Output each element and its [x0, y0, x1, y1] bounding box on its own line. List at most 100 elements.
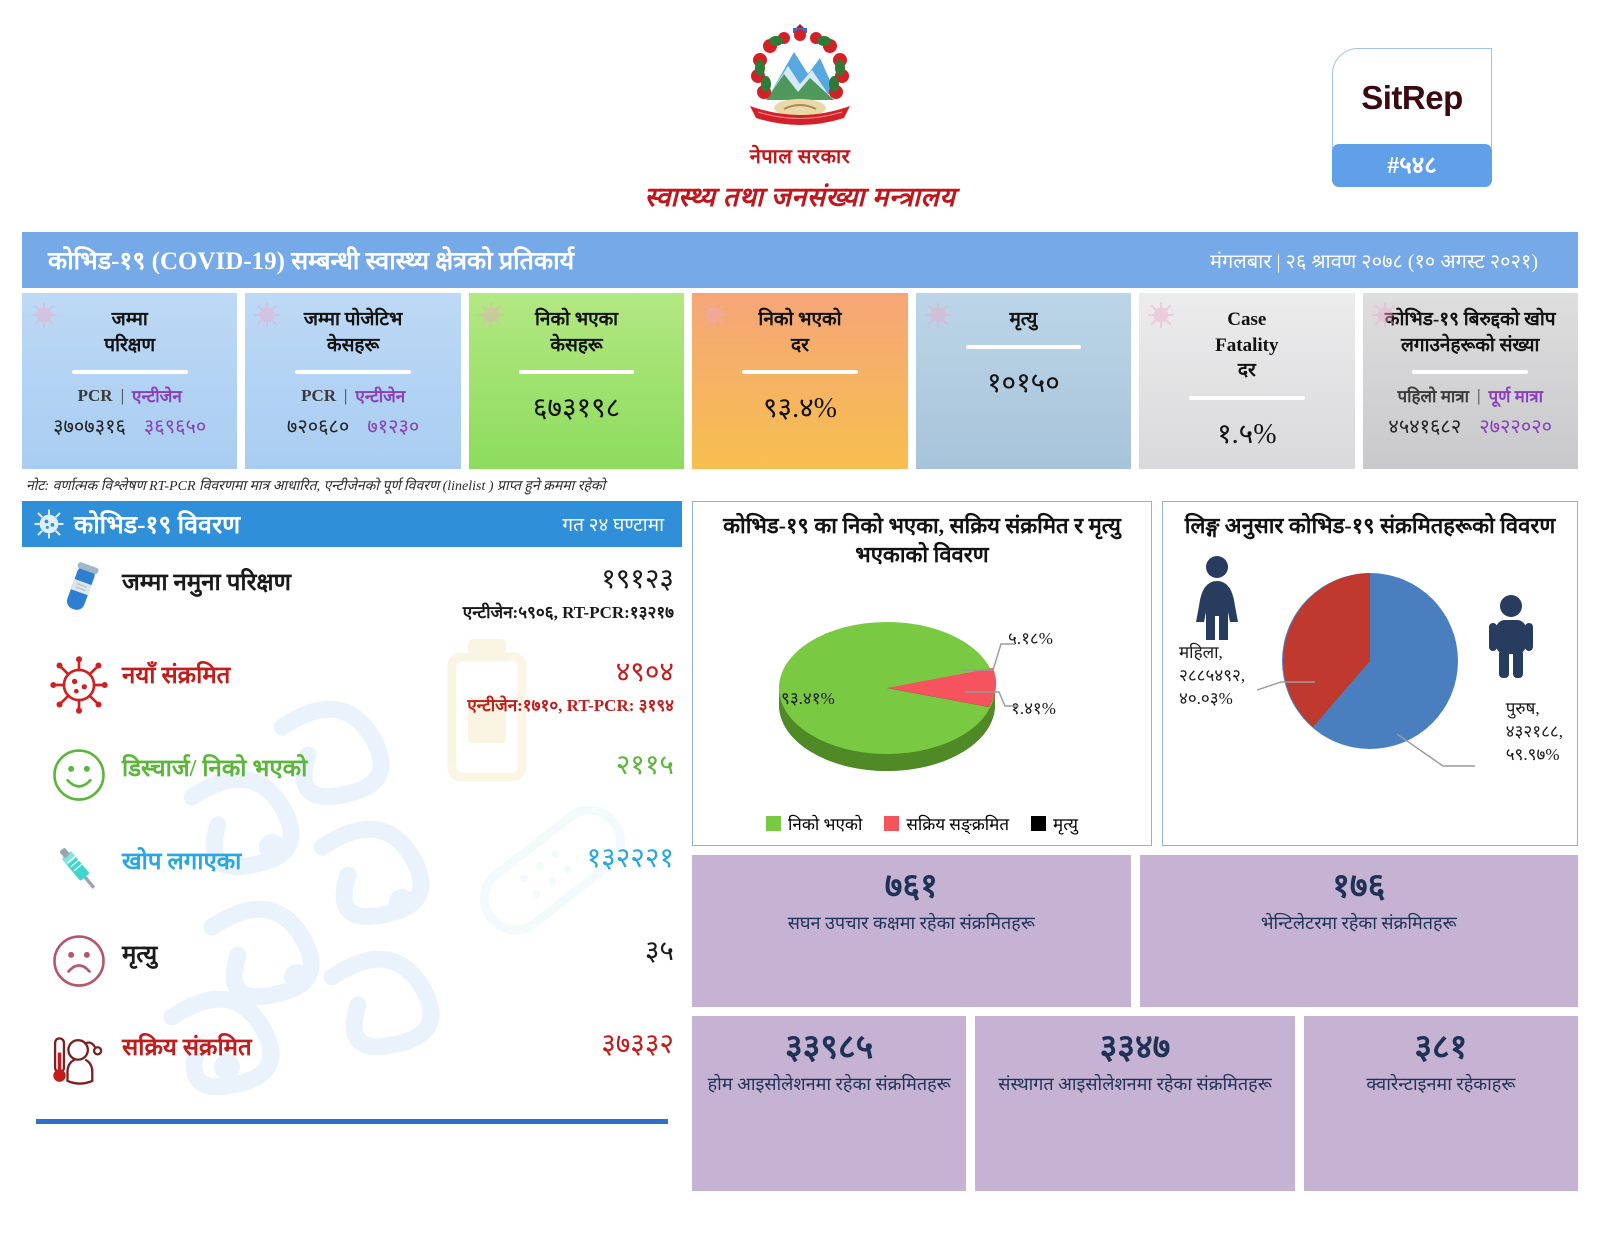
male-icon: [1485, 594, 1537, 680]
gender-leader-line-male: [1397, 732, 1477, 778]
virus-icon: [476, 300, 506, 330]
kpi-title: कोभिड-१९ बिरुद्दको खोपलगाउनेहरूको संख्या: [1385, 307, 1556, 358]
kpi-card-1: जम्मापरिक्षणPCR|एन्टीजेन३७०७३१६३६९६५०: [22, 293, 237, 469]
footnote: नोट: वर्णात्मक विश्लेषण RT-PCR विवरणमा म…: [26, 476, 1574, 495]
legend-item-active: सक्रिय सङ्क्रमित: [884, 812, 1009, 835]
kpi-title: CaseFatalityदर: [1215, 307, 1278, 384]
kpi-divider: [966, 345, 1082, 349]
chart-row: कोभिड-१९ का निको भएका, सक्रिय संक्रमित र…: [692, 501, 1578, 846]
detail-row-value: ३५: [374, 931, 674, 969]
syringe-icon: [36, 834, 122, 900]
kpi-label-right: एन्टीजेन: [355, 384, 405, 407]
detail-row-value: २११५: [374, 745, 674, 783]
sitrep-number: #५४८: [1332, 144, 1492, 187]
legend-swatch-active: [884, 816, 899, 831]
legend-label-deaths: मृत्यु: [1053, 812, 1078, 835]
smiley-happy-icon: [36, 741, 122, 803]
kpi-values: ४५४१६८२२७२२०२०: [1388, 412, 1552, 439]
tile-label: सघन उपचार कक्षमा रहेका संक्रमितहरू: [788, 911, 1035, 936]
kpi-divider: [742, 370, 858, 374]
tile-value: ३३४७: [1100, 1029, 1171, 1066]
detail-row-label: मृत्यु: [122, 927, 374, 970]
kpi-divider: [295, 370, 411, 374]
kpi-card-4: निको भएकोदर ९३.४%: [692, 293, 907, 469]
kpi-label-left: PCR: [301, 386, 336, 406]
page-header: नेपाल सरकार स्वास्थ्य तथा जनसंख्या मन्त्…: [0, 0, 1600, 232]
kpi-value-right: ७१२३०: [367, 412, 419, 439]
kpi-divider: [72, 370, 188, 374]
kpi-card-2: जम्मा पोजेटिभकेसहरूPCR|एन्टीजेन७२०६८०७१२…: [245, 293, 460, 469]
detail-row-label: नयाँ संक्रमित: [122, 648, 374, 691]
kpi-divider: [1412, 370, 1528, 374]
detail-row: नयाँ संक्रमित४९०४ एन्टीजेन:१७१०, RT-PCR: …: [22, 648, 682, 741]
detail-row-label: डिस्चार्ज/ निको भएको: [122, 741, 374, 784]
kpi-values: ३७०७३१६३६९६५०: [53, 412, 206, 439]
tile-value: ३३९८५: [785, 1029, 873, 1066]
detail-row-values: ४९०४ एन्टीजेन:१७१०, RT-PCR: ३१९४: [374, 648, 674, 716]
kpi-card-7: कोभिड-१९ बिरुद्दको खोपलगाउनेहरूको संख्या…: [1363, 293, 1578, 469]
virus-icon: [36, 648, 122, 716]
detail-row-breakdown: एन्टीजेन:१७१०, RT-PCR: ३१९४: [374, 693, 674, 716]
sitrep-card: SitRep: [1332, 48, 1492, 148]
covid-detail-rows: जम्मा नमुना परिक्षण१९१२३एन्टीजेन:५९०६, R…: [22, 547, 682, 1113]
detail-row-value: ४९०४: [374, 652, 674, 690]
dashboard-body: कोभिड-१९ विवरण गत २४ घण्टामा: [22, 501, 1578, 1191]
tile-quarantine: ३८१ क्वारेन्टाइनमा रहेकाहरू: [1304, 1016, 1578, 1191]
detail-row-label: खोप लगाएका: [122, 834, 374, 877]
kpi-divider: [519, 370, 635, 374]
kpi-value-right: ३६९६५०: [144, 412, 206, 439]
detail-row-value: १३२२२१: [374, 838, 674, 876]
kpi-values: ७२०६८०७१२३०: [287, 412, 419, 439]
kpi-label-right: एन्टीजेन: [132, 384, 182, 407]
female-icon: [1191, 554, 1243, 644]
status-pie-legend: निको भएको सक्रिय सङ्क्रमित मृत्यु: [693, 812, 1151, 835]
covid-detail-panel: कोभिड-१९ विवरण गत २४ घण्टामा: [22, 501, 682, 1191]
virus-icon: [1146, 300, 1176, 330]
kpi-sublabels: PCR | एन्टीजेन: [301, 384, 405, 407]
kpi-value: ९३.४%: [763, 388, 837, 426]
kpi-label-separator: |: [121, 386, 124, 406]
tile-label: होम आइसोलेशनमा रहेका संक्रमितहरू: [708, 1072, 951, 1097]
nepal-government-emblem-icon: [736, 16, 864, 138]
detail-row: खोप लगाएका१३२२२१: [22, 834, 682, 927]
virus-icon: [699, 300, 729, 330]
pie-label-recovered: ९३.४१%: [781, 688, 835, 711]
detail-row-values: १९१२३एन्टीजेन:५९०६, RT-PCR:१३२१७: [374, 555, 674, 623]
kpi-title: जम्मापरिक्षण: [104, 307, 155, 358]
government-label: नेपाल सरकार: [750, 142, 851, 169]
detail-row-label: जम्मा नमुना परिक्षण: [122, 555, 374, 598]
legend-label-active: सक्रिय सङ्क्रमित: [906, 812, 1009, 835]
smiley-sad-icon: [36, 927, 122, 989]
sitrep-label: SitRep: [1361, 79, 1463, 117]
kpi-label-separator: |: [1477, 386, 1480, 406]
kpi-card-row: जम्मापरिक्षणPCR|एन्टीजेन३७०७३१६३६९६५०जम्…: [22, 293, 1578, 469]
kpi-label-separator: |: [344, 386, 347, 406]
ministry-label: स्वास्थ्य तथा जनसंख्या मन्त्रालय: [645, 177, 956, 214]
detail-row-breakdown: एन्टीजेन:५९०६, RT-PCR:१३२१७: [374, 600, 674, 623]
virus-icon: [252, 300, 282, 330]
detail-row-values: ३७३३२: [374, 1020, 674, 1062]
gender-pie-graphic: [1265, 561, 1475, 761]
kpi-value: १.५%: [1217, 414, 1276, 452]
tile-row-top: ७६१सघन उपचार कक्षमा रहेका संक्रमितहरू१७६…: [692, 855, 1578, 1007]
kpi-value: ६७३१९८: [533, 388, 620, 426]
covid-detail-header: कोभिड-१९ विवरण गत २४ घण्टामा: [22, 501, 682, 547]
kpi-label-left: पहिलो मात्रा: [1397, 384, 1469, 407]
tile-value: ३८१: [1414, 1029, 1467, 1066]
kpi-value-left: ४५४१६८२: [1388, 412, 1461, 439]
detail-row: डिस्चार्ज/ निको भएको२११५: [22, 741, 682, 834]
legend-label-recovered: निको भएको: [788, 812, 862, 835]
tile-value: १७६: [1332, 868, 1385, 905]
status-pie-chart: कोभिड-१९ का निको भएका, सक्रिय संक्रमित र…: [692, 501, 1152, 846]
covid-detail-title: कोभिड-१९ विवरण: [74, 507, 240, 541]
tile-label: क्वारेन्टाइनमा रहेकाहरू: [1366, 1072, 1515, 1097]
report-title-bar: कोभिड-१९ (COVID-19) सम्बन्धी स्वास्थ्य क…: [22, 232, 1578, 288]
sitrep-badge: SitRep #५४८: [1332, 48, 1492, 187]
tile-ventilator: १७६भेन्टिलेटरमा रहेका संक्रमितहरू: [1140, 855, 1579, 1007]
kpi-title: निको भएकोदर: [758, 307, 841, 358]
kpi-title: मृत्यु: [1009, 307, 1037, 333]
detail-row-values: २११५: [374, 741, 674, 783]
detail-row-values: १३२२२१: [374, 834, 674, 876]
virus-icon: [29, 300, 59, 330]
virus-icon: [923, 300, 953, 330]
